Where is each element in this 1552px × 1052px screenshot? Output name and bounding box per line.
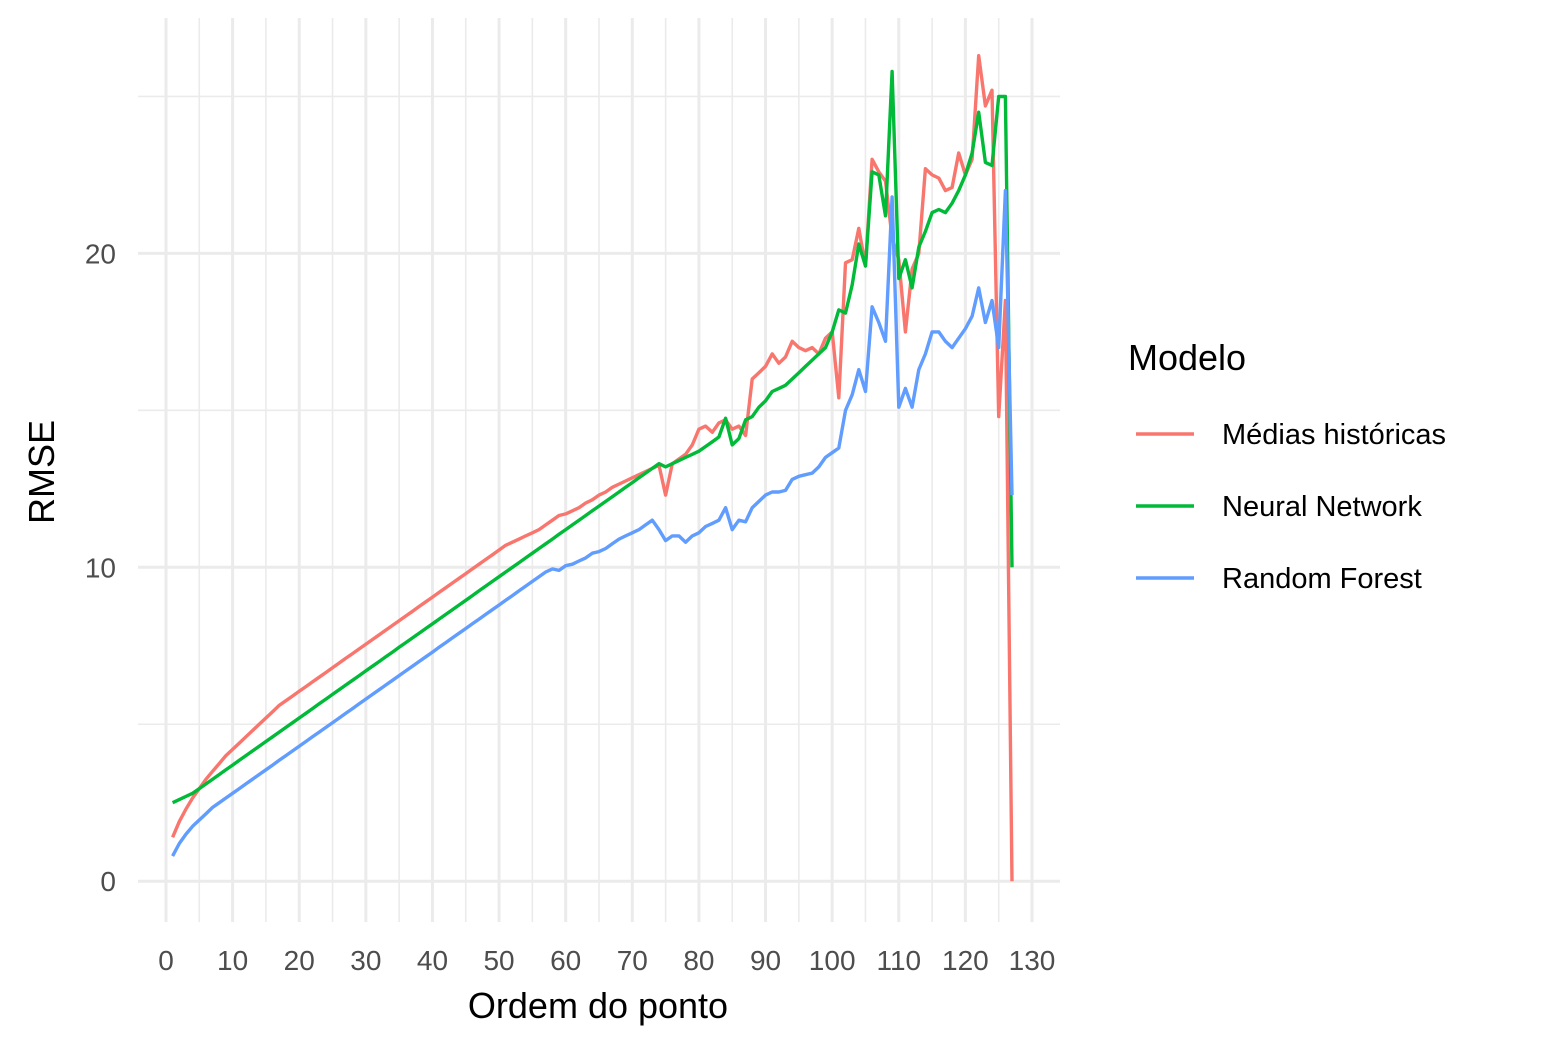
minor-gridlines bbox=[138, 18, 1060, 922]
legend-label-neural-network: Neural Network bbox=[1222, 491, 1422, 523]
x-tick-label: 50 bbox=[483, 945, 514, 976]
x-tick-label: 10 bbox=[217, 945, 248, 976]
x-tick-label: 130 bbox=[1009, 945, 1056, 976]
series-line-neural-network bbox=[171, 69, 1014, 805]
y-axis-title: RMSE bbox=[21, 420, 62, 524]
x-tick-label: 110 bbox=[876, 945, 921, 976]
legend: Modelo Médias históricas Neural Network Ra… bbox=[1128, 337, 1446, 595]
x-tick-label: 70 bbox=[617, 945, 648, 976]
series-line-random-forest bbox=[171, 188, 1014, 857]
x-tick-label: 30 bbox=[350, 945, 381, 976]
y-tick-label: 0 bbox=[100, 866, 116, 897]
x-tick-label: 40 bbox=[417, 945, 448, 976]
major-gridlines bbox=[138, 18, 1060, 922]
x-tick-label: 80 bbox=[683, 945, 714, 976]
y-tick-label: 10 bbox=[85, 552, 116, 583]
x-tick-label: 20 bbox=[284, 945, 315, 976]
x-axis-tick-labels: 0 10 20 30 40 50 60 70 80 90 100 110 120 130 bbox=[158, 945, 1055, 976]
y-axis-tick-labels: 0 10 20 bbox=[85, 238, 116, 897]
y-tick-label: 20 bbox=[85, 238, 116, 269]
series-line-medias-historicas bbox=[171, 54, 1014, 882]
legend-title: Modelo bbox=[1128, 337, 1246, 378]
series-lines bbox=[171, 54, 1014, 882]
x-axis-title: Ordem do ponto bbox=[468, 985, 728, 1026]
legend-label-medias-historicas: Médias históricas bbox=[1222, 419, 1446, 451]
x-tick-label: 100 bbox=[809, 945, 856, 976]
x-tick-label: 120 bbox=[942, 945, 989, 976]
x-tick-label: 90 bbox=[750, 945, 781, 976]
x-tick-label: 60 bbox=[550, 945, 581, 976]
x-tick-label: 0 bbox=[158, 945, 174, 976]
legend-label-random-forest: Random Forest bbox=[1222, 563, 1422, 595]
legend-items: Médias históricas Neural Network Random Fo… bbox=[1136, 419, 1446, 595]
